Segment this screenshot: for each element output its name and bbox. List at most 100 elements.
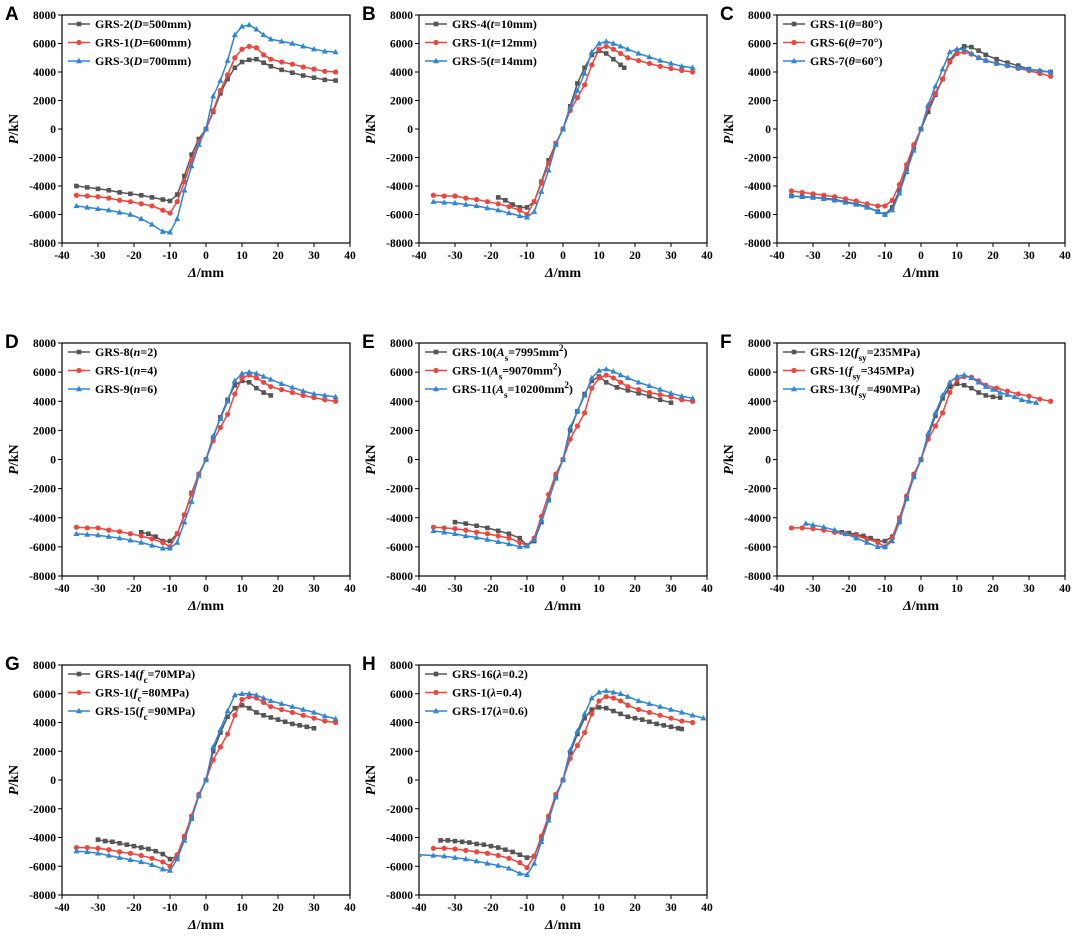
data-point [153, 848, 158, 854]
data-point [1011, 393, 1018, 400]
legend-marker [433, 671, 439, 677]
data-point [333, 78, 338, 83]
data-point [560, 776, 566, 783]
data-point [993, 60, 1000, 66]
data-point [503, 847, 508, 853]
x-tick-label: 40 [344, 250, 356, 262]
data-point [1026, 65, 1032, 72]
x-tick-label: 20 [272, 902, 284, 914]
y-axis-symbol: P [722, 466, 737, 475]
data-point [647, 393, 652, 399]
x-axis-title: Δ/mm [187, 266, 224, 281]
data-point [300, 73, 306, 78]
legend-text-part: GRS-1( [452, 36, 491, 50]
y-axis-unit: /kN [7, 114, 22, 137]
legend-text-part: GRS-4( [452, 17, 491, 31]
data-point [441, 199, 448, 205]
x-tick-label: 30 [665, 583, 677, 595]
data-point [689, 64, 696, 70]
data-point [961, 382, 967, 388]
y-tick-label: 0 [407, 124, 413, 136]
y-axis-title: P/kN [364, 114, 379, 144]
y-axis-symbol: P [7, 466, 22, 475]
legend-entry: GRS-7(θ=60°) [810, 54, 883, 68]
data-point [646, 709, 652, 716]
data-point [467, 840, 472, 845]
data-point [181, 187, 188, 193]
data-point [596, 367, 602, 373]
y-tick-label: -4000 [744, 181, 771, 193]
data-point [239, 375, 245, 381]
data-point [304, 724, 310, 730]
x-axis-symbol: Δ [187, 918, 197, 933]
data-point [940, 410, 946, 416]
data-point [918, 125, 924, 132]
data-point [990, 394, 996, 400]
y-tick-label: 6000 [33, 39, 56, 51]
legend-entry: GRS-1(λ=0.4) [452, 686, 522, 700]
legend-entry: GRS-5(t=14mm) [452, 54, 537, 68]
data-point [452, 846, 458, 852]
data-point [969, 44, 974, 50]
data-point [268, 56, 274, 62]
data-point [138, 845, 144, 850]
data-point [1033, 399, 1040, 405]
legend-text-part: =14mm [494, 54, 533, 68]
legend-text-part: A [496, 345, 505, 359]
data-point [105, 207, 112, 213]
legend-text-part: t [491, 54, 495, 68]
data-point [485, 525, 490, 531]
series-line-0 [841, 383, 1001, 542]
data-point [689, 712, 696, 718]
data-point [611, 708, 616, 714]
data-point [246, 705, 252, 711]
data-point [961, 371, 968, 378]
chart-panel-a: A -40 -30 -20 -10 0 10 20 30 40 -8000 -6000 -4000 -20… [5, 4, 356, 281]
legend-text-part: t [491, 17, 495, 31]
data-point [160, 197, 166, 202]
data-point [182, 173, 187, 179]
data-point [588, 48, 595, 55]
data-point [232, 705, 238, 711]
y-tick-label: -6000 [29, 861, 56, 873]
data-point [842, 530, 849, 536]
y-tick-label: -6000 [386, 861, 413, 873]
data-point [438, 838, 443, 843]
data-point [603, 38, 610, 44]
y-tick-label: -2000 [386, 153, 413, 165]
legend-marker [76, 21, 82, 27]
data-point [589, 385, 595, 391]
legend-text-part: GRS-12( [810, 345, 855, 359]
data-point [110, 839, 115, 845]
data-point [84, 848, 91, 855]
data-point [690, 719, 696, 726]
data-point [300, 64, 306, 70]
y-tick-label: -2000 [29, 804, 56, 816]
x-axis-unit: /mm [196, 599, 225, 614]
data-point [116, 534, 123, 541]
data-point [690, 69, 696, 75]
data-point [581, 710, 588, 717]
data-point [932, 83, 939, 89]
legend-text-part: =600mm [142, 36, 187, 50]
data-point [430, 524, 436, 530]
data-point [254, 56, 259, 62]
data-point [618, 50, 624, 57]
data-point [636, 387, 642, 393]
data-point [574, 727, 581, 734]
data-point [246, 43, 252, 49]
data-point [524, 214, 530, 220]
data-point [106, 527, 112, 533]
data-point [203, 125, 209, 132]
data-point [138, 201, 144, 207]
legend-text-part: 2 [559, 343, 564, 353]
panel-letter: E [362, 332, 375, 353]
data-point [73, 524, 79, 530]
data-point [268, 64, 274, 69]
y-tick-label: 8000 [33, 660, 56, 672]
data-point [516, 212, 523, 219]
data-point [84, 185, 90, 190]
legend-text-part: GRS-2( [95, 17, 134, 31]
data-point [810, 521, 816, 528]
